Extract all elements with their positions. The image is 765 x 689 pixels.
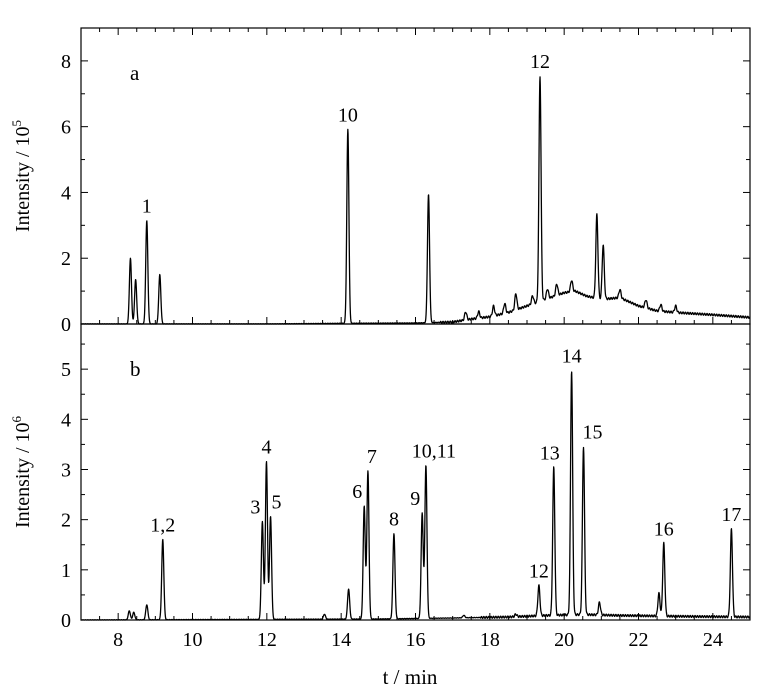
peak-label: 12 xyxy=(530,51,550,73)
peak-label: 6 xyxy=(352,481,362,503)
peak-label: 14 xyxy=(562,345,582,367)
peak-label: 16 xyxy=(654,518,674,540)
x-tick-label: 10 xyxy=(183,629,203,651)
peak-label: 3 xyxy=(250,497,260,519)
peak-label: 9 xyxy=(410,488,420,510)
peak-label: 12 xyxy=(529,561,549,583)
y-tick-label: 0 xyxy=(61,314,71,336)
chromatogram-trace xyxy=(80,371,751,621)
y-tick-label: 1 xyxy=(61,560,71,582)
plot-frame xyxy=(80,27,751,325)
peak-label: 7 xyxy=(367,446,377,468)
peak-label: 15 xyxy=(582,421,602,443)
y-tick-label: 4 xyxy=(61,409,71,431)
x-tick-label: 8 xyxy=(113,629,123,651)
peak-label: 5 xyxy=(272,492,282,514)
y-axis-title: Intensity / 106 xyxy=(9,415,34,528)
y-tick-label: 5 xyxy=(61,359,71,381)
y-tick-label: 6 xyxy=(61,117,71,139)
peak-label: 1 xyxy=(142,195,152,217)
y-axis-title-exponent: 6 xyxy=(9,415,24,422)
y-tick-label: 8 xyxy=(61,51,71,73)
panel-a: 0 2 4 6 8 Intensity / 105 a 1 10 12 xyxy=(9,27,751,336)
y-tick-label: 0 xyxy=(61,610,71,632)
peak-label: 10,11 xyxy=(412,440,456,462)
x-axis: 8 10 12 14 16 18 20 22 24 xyxy=(80,28,751,651)
x-tick-label: 18 xyxy=(480,629,500,651)
peak-label: 13 xyxy=(540,442,560,464)
y-axis-title-base: Intensity / 10 xyxy=(12,126,34,232)
peak-label: 8 xyxy=(389,508,399,530)
x-tick-label: 20 xyxy=(554,629,574,651)
peak-label: 4 xyxy=(261,436,271,458)
y-axis-title: Intensity / 105 xyxy=(9,120,34,232)
panel-label: b xyxy=(130,357,141,381)
y-tick-label: 2 xyxy=(61,248,71,270)
y-axis-title-base: Intensity / 10 xyxy=(12,422,34,528)
y-tick-label: 4 xyxy=(61,182,71,204)
peak-label: 10 xyxy=(338,104,358,126)
x-tick-label: 24 xyxy=(703,629,723,651)
plot-frame xyxy=(80,323,751,621)
y-tick-label: 2 xyxy=(61,510,71,532)
x-tick-label: 22 xyxy=(629,629,649,651)
x-tick-label: 14 xyxy=(331,629,351,651)
peak-label: 1,2 xyxy=(150,514,175,536)
x-tick-label: 16 xyxy=(406,629,426,651)
y-tick-label: 3 xyxy=(61,459,71,481)
x-tick-label: 12 xyxy=(257,629,277,651)
x-axis-title: t / min xyxy=(383,665,438,689)
panel-label: a xyxy=(130,61,140,85)
chromatogram-trace xyxy=(80,76,751,325)
y-axis-title-exponent: 5 xyxy=(9,120,24,127)
peak-label: 17 xyxy=(721,504,741,526)
